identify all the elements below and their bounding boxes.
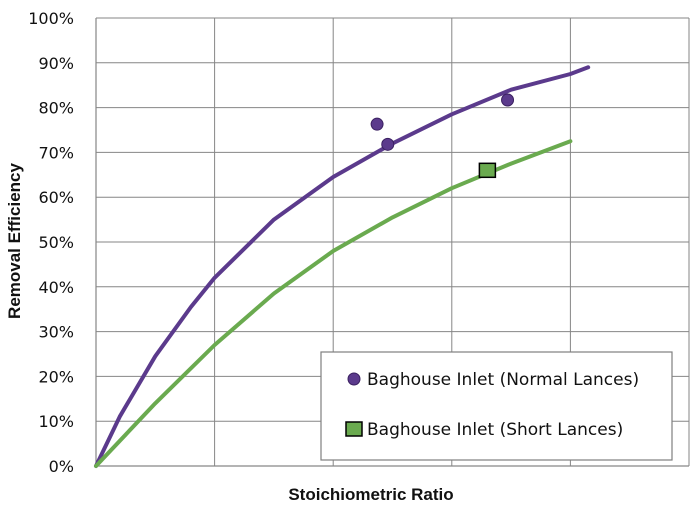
x-axis-title: Stoichiometric Ratio bbox=[288, 485, 453, 504]
legend: Baghouse Inlet (Normal Lances) Baghouse I… bbox=[320, 351, 673, 461]
data-point-normal-lances bbox=[381, 137, 395, 151]
y-tick-label: 90% bbox=[38, 54, 74, 73]
y-tick-label: 50% bbox=[38, 233, 74, 252]
data-point-normal-lances bbox=[501, 93, 515, 107]
y-axis-title: Removal Efficiency bbox=[5, 163, 24, 319]
y-tick-label: 100% bbox=[28, 9, 74, 28]
y-tick-label: 60% bbox=[38, 188, 74, 207]
legend-box bbox=[320, 351, 673, 461]
y-tick-label: 0% bbox=[49, 457, 74, 476]
y-tick-label: 70% bbox=[38, 143, 74, 162]
y-tick-labels: 0% 10% 20% 30% 40% 50% 60% 70% 80% 90% 100% bbox=[28, 9, 74, 476]
legend-label: Baghouse Inlet (Short Lances) bbox=[367, 420, 623, 440]
data-points bbox=[370, 93, 515, 179]
legend-marker-square bbox=[345, 421, 363, 437]
y-tick-label: 80% bbox=[38, 99, 74, 118]
data-point-short-lances bbox=[478, 162, 497, 179]
y-tick-label: 10% bbox=[38, 412, 74, 431]
legend-label: Baghouse Inlet (Normal Lances) bbox=[367, 370, 639, 390]
legend-marker-circle bbox=[347, 372, 361, 386]
data-point-normal-lances bbox=[370, 117, 384, 131]
y-tick-label: 20% bbox=[38, 367, 74, 386]
fit-curve-normal bbox=[94, 65, 591, 468]
y-tick-label: 40% bbox=[38, 278, 74, 297]
y-tick-label: 30% bbox=[38, 323, 74, 342]
